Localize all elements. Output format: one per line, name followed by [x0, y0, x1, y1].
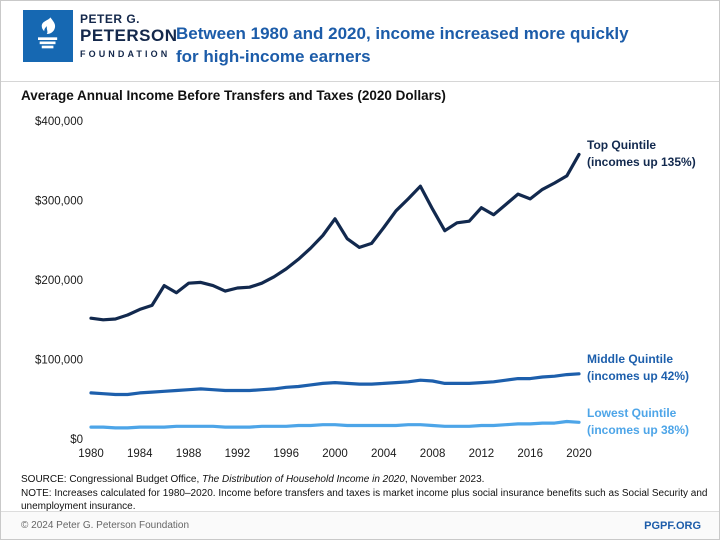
note-line: NOTE: Increases calculated for 1980–2020… — [21, 487, 708, 513]
x-axis-tick-label: 2016 — [517, 448, 543, 460]
x-axis-tick-label: 1996 — [273, 448, 299, 460]
source-publication-title: The Distribution of Household Income in … — [202, 474, 405, 485]
chart-canvas: $0 $100,000 $200,000 $300,000 $400,000 1980 19… — [35, 116, 696, 460]
x-axis-tick-label: 2012 — [469, 448, 495, 460]
series-label: (incomes up 42%) — [587, 369, 689, 383]
header-divider — [1, 81, 719, 82]
pgpf-logo: PETER G. PETERSON FOUNDATION — [23, 10, 178, 62]
logo-line-peter-g: PETER G. — [80, 12, 141, 26]
series-label: (incomes up 38%) — [587, 423, 689, 437]
footer-bar: © 2024 Peter G. Peterson Foundation PGPF… — [1, 511, 719, 539]
y-axis-tick-label: $300,000 — [35, 196, 83, 208]
chart-subtitle: Average Annual Income Before Transfers a… — [21, 88, 446, 103]
series-line — [89, 152, 581, 322]
torch-icon — [28, 12, 68, 61]
y-axis-tick-label: $400,000 — [35, 116, 83, 128]
logo-line-foundation: FOUNDATION — [80, 48, 171, 59]
copyright-text: © 2024 Peter G. Peterson Foundation — [21, 520, 190, 531]
y-axis-tick-label: $200,000 — [35, 275, 83, 287]
headline-line-1: Between 1980 and 2020, income increased … — [176, 24, 629, 43]
series-label: Lowest Quintile — [587, 406, 677, 420]
series-label: (incomes up 135%) — [587, 155, 696, 169]
x-axis-tick-label: 2004 — [371, 448, 397, 460]
series-label: Middle Quintile — [587, 352, 673, 366]
logo-box — [23, 10, 73, 62]
logo-line-peterson: PETERSON — [80, 26, 178, 45]
series-line — [89, 419, 581, 430]
pgpf-org-link[interactable]: PGPF.ORG — [644, 519, 701, 532]
y-axis-tick-label: $0 — [70, 434, 83, 446]
x-axis-tick-label: 2000 — [322, 448, 348, 460]
source-prefix: SOURCE: Congressional Budget Office, — [21, 474, 203, 485]
x-axis-tick-label: 1984 — [127, 448, 153, 460]
chart-headline: Between 1980 and 2020, income increased … — [176, 22, 629, 69]
series-label: Top Quintile — [587, 138, 656, 152]
x-axis-tick-label: 2020 — [566, 448, 592, 460]
y-axis-tick-label: $100,000 — [35, 355, 83, 367]
x-axis-tick-label: 1980 — [78, 448, 104, 460]
series-line — [89, 372, 581, 397]
source-suffix: , November 2023. — [404, 474, 485, 485]
logo-wordmark: PETER G. PETERSON FOUNDATION — [80, 10, 178, 59]
x-axis-tick-label: 2008 — [420, 448, 446, 460]
headline-line-2: for high-income earners — [176, 47, 371, 67]
source-line: SOURCE: Congressional Budget Office, The… — [21, 473, 709, 487]
x-axis-tick-label: 1988 — [176, 448, 202, 460]
x-axis-tick-label: 1992 — [225, 448, 251, 460]
income-line-chart: $0 $100,000 $200,000 $300,000 $400,000 1980 19… — [1, 107, 719, 469]
source-notes: SOURCE: Congressional Budget Office, The… — [21, 473, 709, 514]
